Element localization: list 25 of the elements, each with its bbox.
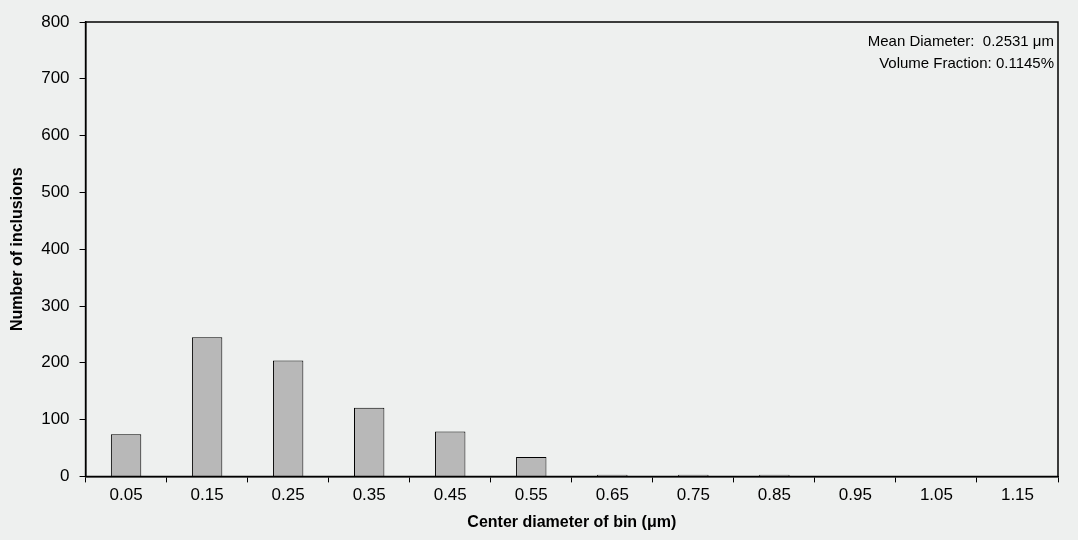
x-tick-label: 0.95 [838,485,872,505]
x-tick-label: 0.45 [433,485,467,505]
y-tick-label: 0 [60,466,70,486]
x-tick-label: 0.75 [676,485,710,505]
annotation: Volume Fraction: 0.1145% [879,53,1054,71]
y-tick-label: 300 [41,295,70,315]
x-tick-label: 0.15 [190,485,224,505]
y-axis-title: Number of inclusions [8,167,26,331]
x-tick-label: 0.65 [595,485,629,505]
x-tick-label: 0.35 [352,485,386,505]
y-tick-label: 500 [41,182,70,202]
x-tick-label: 0.55 [514,485,548,505]
x-tick-label: 0.05 [109,485,143,505]
y-tick-label: 200 [41,352,70,372]
y-tick-label: 400 [41,238,70,258]
x-tick-label: 1.05 [919,485,953,505]
y-tick-label: 800 [41,11,70,31]
annotation: Mean Diameter: 0.2531 μm [867,31,1054,49]
x-tick-label: 0.85 [757,485,791,505]
y-tick-label: 600 [41,125,70,145]
y-tick-label: 100 [41,409,70,429]
x-tick-label: 0.25 [271,485,305,505]
x-tick-label: 1.15 [1000,485,1035,505]
x-axis-title: Center diameter of bin (μm) [467,512,677,530]
y-tick-label: 700 [41,68,70,88]
